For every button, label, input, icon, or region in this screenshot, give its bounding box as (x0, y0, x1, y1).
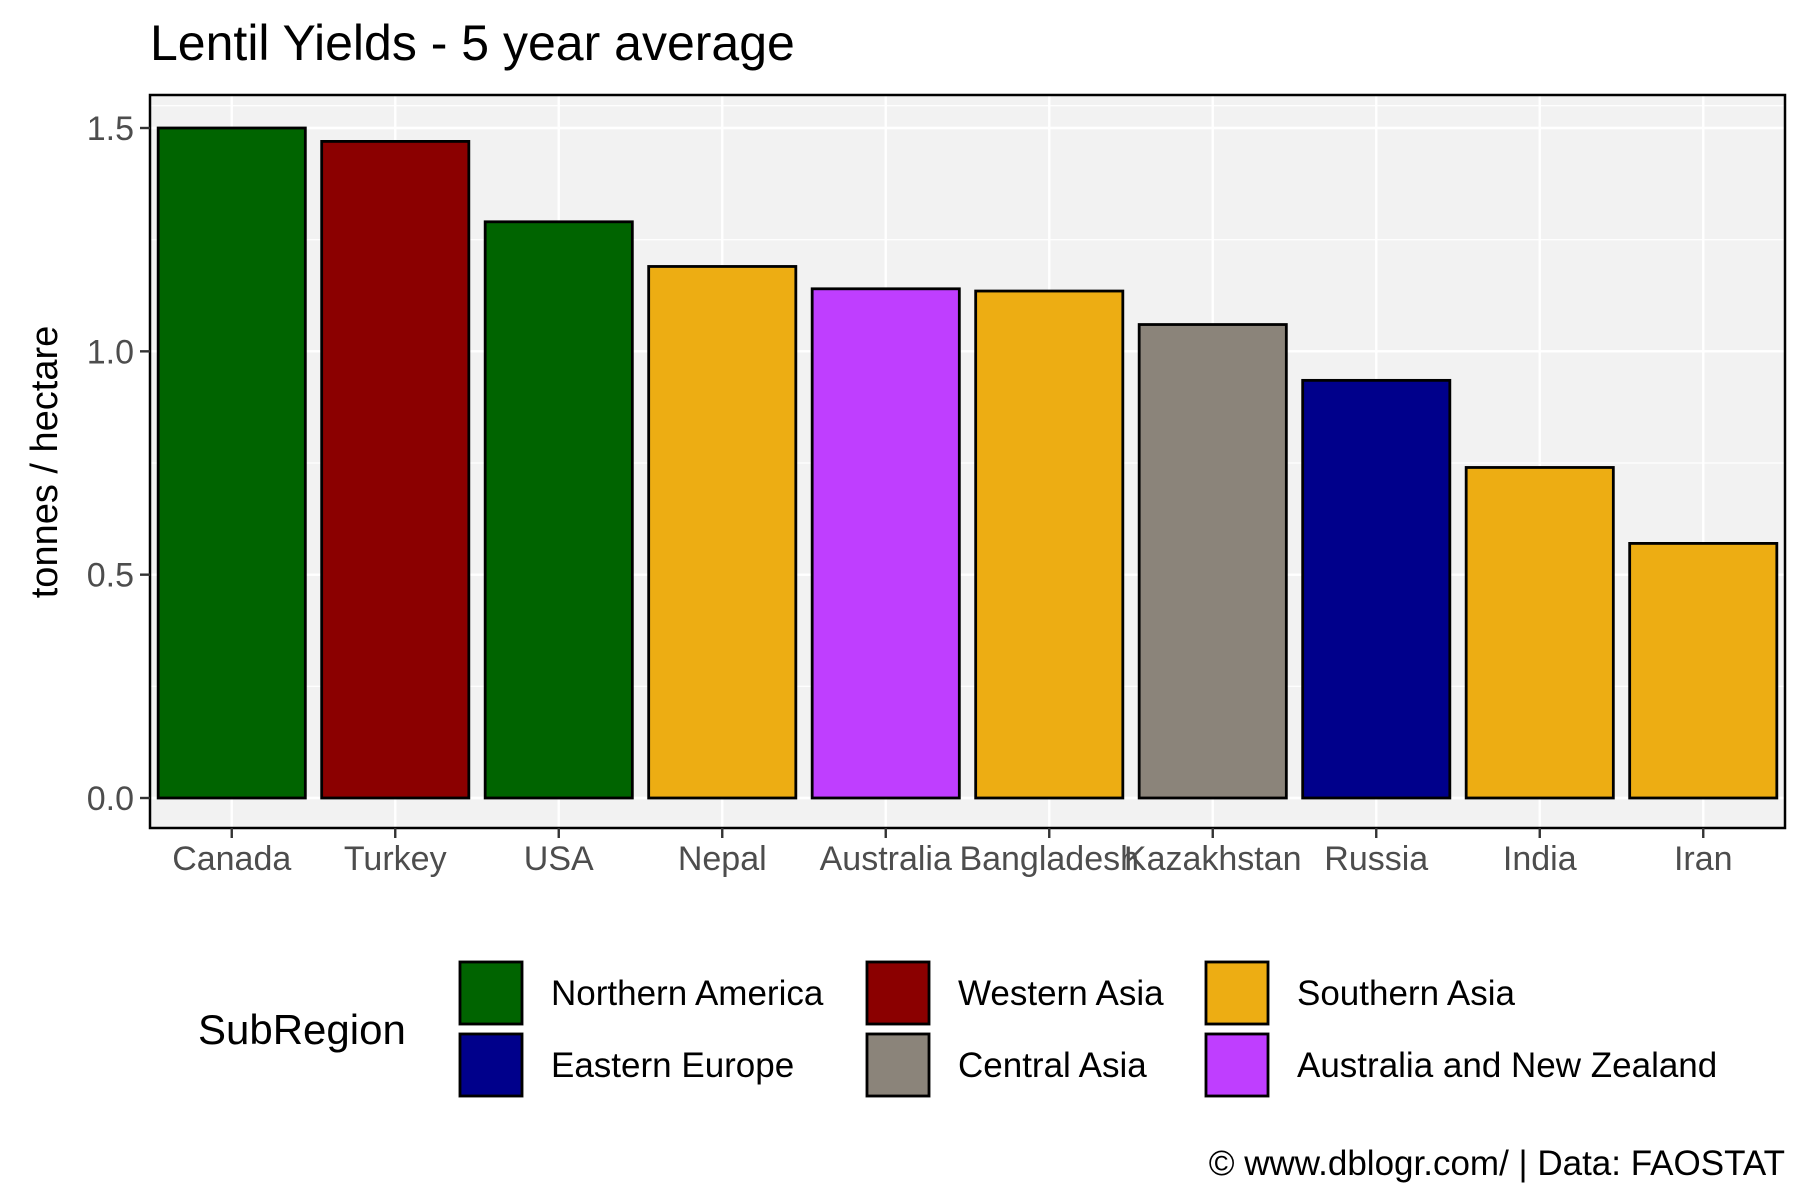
legend-label-4: Central Asia (958, 1046, 1147, 1085)
bar-bangladesh (974, 289, 1125, 800)
legend-label-3: Eastern Europe (551, 1046, 794, 1085)
bars (156, 126, 1779, 800)
bar-iran (1628, 542, 1779, 800)
plot-panel-border (148, 93, 1787, 830)
x-tick-label-nepal: Nepal (678, 840, 767, 878)
bar-usa (483, 220, 634, 800)
legend-key-0 (458, 960, 524, 1026)
legend-label-1: Western Asia (958, 974, 1164, 1013)
y-tick-label-2: 1.0 (87, 333, 134, 371)
legend-label-2: Southern Asia (1297, 974, 1515, 1013)
bar-india (1464, 466, 1615, 800)
x-tick-label-canada: Canada (172, 840, 291, 878)
y-axis: 0.0 0.5 1.0 1.5 (87, 110, 150, 818)
x-tick-label-australia: Australia (820, 840, 952, 878)
bar-russia (1301, 378, 1452, 800)
bar-canada (156, 126, 307, 800)
chart-title: Lentil Yields - 5 year average (150, 15, 795, 71)
bar-australia (810, 287, 961, 800)
y-tick-label-0: 0.0 (87, 780, 134, 818)
legend-key-1 (865, 960, 931, 1026)
x-tick-label-india: India (1503, 840, 1577, 878)
legend-key-2 (1204, 960, 1270, 1026)
bar-nepal (647, 265, 798, 800)
x-axis: Canada Turkey USA Nepal Australia BangladeshK… (172, 828, 1733, 878)
x-tick-label-kazakhstan: Kazakhstan (1124, 840, 1302, 878)
legend-title: SubRegion (198, 1006, 406, 1053)
chart-caption: © www.dblogr.com/ | Data: FAOSTAT (1209, 1144, 1785, 1183)
legend-label-0: Northern America (551, 974, 824, 1013)
bar-turkey (320, 139, 471, 800)
y-axis-label: tonnes / hectare (24, 326, 66, 599)
y-tick-label-1: 0.5 (87, 557, 134, 595)
legend: SubRegion Northern America Western Asia So… (198, 960, 1717, 1098)
legend-key-4 (865, 1032, 931, 1098)
y-tick-label-3: 1.5 (87, 110, 134, 148)
bar-kazakhstan (1137, 323, 1288, 800)
x-tick-label-russia: Russia (1324, 840, 1428, 878)
legend-key-3 (458, 1032, 524, 1098)
legend-label-5: Australia and New Zealand (1297, 1046, 1717, 1085)
x-tick-label-usa: USA (524, 840, 594, 878)
legend-key-5 (1204, 1032, 1270, 1098)
x-tick-label-bangladesh: Bangladesh (959, 840, 1139, 878)
x-tick-label-iran: Iran (1674, 840, 1733, 878)
x-tick-label-turkey: Turkey (344, 840, 447, 878)
